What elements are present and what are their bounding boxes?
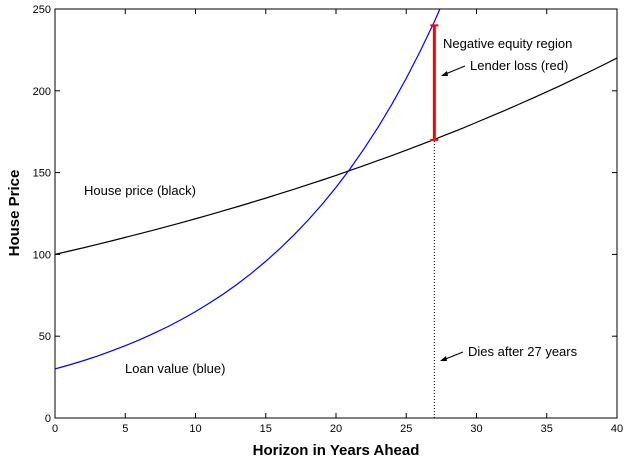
- plot-area: [55, 9, 617, 370]
- annotation: Loan value (blue): [125, 361, 225, 376]
- y-tick-label: 250: [33, 4, 51, 16]
- arrowhead: [441, 71, 448, 76]
- x-tick-label: 30: [470, 423, 482, 435]
- y-tick-label: 150: [33, 168, 51, 180]
- y-axis-label: House Price: [6, 170, 23, 257]
- y-tick-label: 200: [33, 86, 51, 98]
- x-tick-label: 5: [122, 423, 128, 435]
- annotation: Lender loss (red): [470, 58, 568, 73]
- x-tick-label: 40: [611, 423, 623, 435]
- annotation: Dies after 27 years: [468, 344, 578, 359]
- arrowhead: [440, 356, 447, 361]
- x-tick-label: 0: [52, 423, 58, 435]
- y-tick-label: 100: [33, 249, 51, 261]
- x-tick-label: 15: [260, 423, 272, 435]
- x-tick-label: 20: [330, 423, 342, 435]
- y-tick-label: 0: [45, 413, 51, 425]
- plot-frame: [54, 8, 618, 419]
- line: [55, 57, 617, 255]
- x-tick-label: 10: [189, 423, 201, 435]
- annotation: House price (black): [84, 183, 196, 198]
- x-tick-label: 35: [541, 423, 553, 435]
- line: [55, 9, 441, 370]
- annotation: Negative equity region: [443, 36, 572, 51]
- x-tick-label: 25: [400, 423, 412, 435]
- y-tick-label: 50: [39, 331, 51, 343]
- x-axis-label: Horizon in Years Ahead: [253, 442, 420, 459]
